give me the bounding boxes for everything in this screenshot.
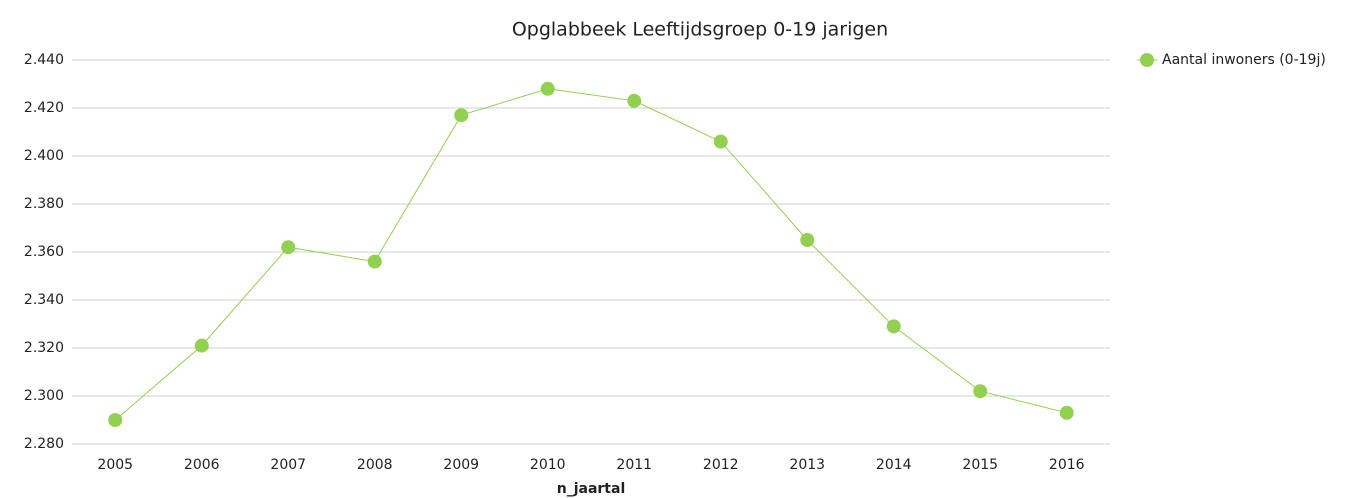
x-tick-label: 2008	[357, 457, 393, 473]
x-axis-label: n_jaartal	[557, 481, 626, 497]
data-point	[540, 81, 555, 96]
x-tick-label: 2016	[1049, 457, 1085, 473]
x-tick-label: 2012	[703, 457, 739, 473]
data-point	[973, 384, 988, 399]
data-point	[454, 108, 469, 123]
legend-marker	[1140, 53, 1154, 67]
data-point	[800, 233, 815, 247]
x-tick-label: 2005	[97, 457, 133, 473]
y-tick-label: 2.380	[24, 196, 64, 212]
legend-label: Aantal inwoners (0-19j)	[1162, 52, 1326, 68]
data-point	[367, 254, 382, 269]
x-tick-label: 2013	[789, 457, 825, 473]
x-tick-label: 2009	[443, 457, 479, 473]
data-point	[108, 413, 123, 427]
y-tick-label: 2.280	[24, 436, 64, 452]
x-tick-label: 2007	[270, 457, 306, 473]
y-tick-label: 2.300	[24, 388, 64, 404]
data-point	[281, 240, 296, 255]
y-tick-label: 2.440	[24, 52, 64, 68]
x-tick-label: 2014	[876, 457, 912, 473]
data-point	[713, 134, 728, 149]
y-tick-label: 2.340	[24, 292, 64, 308]
chart-title: Opglabbeek Leeftijdsgroep 0-19 jarigen	[512, 19, 888, 41]
data-point	[1059, 405, 1074, 420]
data-point	[627, 93, 642, 108]
x-tick-label: 2006	[184, 457, 220, 473]
x-tick-label: 2011	[616, 457, 652, 473]
data-point	[194, 338, 209, 353]
y-tick-label: 2.320	[24, 340, 64, 356]
y-tick-label: 2.360	[24, 244, 64, 260]
data-point	[886, 319, 901, 334]
y-tick-label: 2.420	[24, 100, 64, 116]
x-tick-label: 2015	[962, 457, 998, 473]
y-tick-label: 2.400	[24, 148, 64, 164]
x-tick-label: 2010	[530, 457, 566, 473]
series-line	[114, 88, 1067, 421]
